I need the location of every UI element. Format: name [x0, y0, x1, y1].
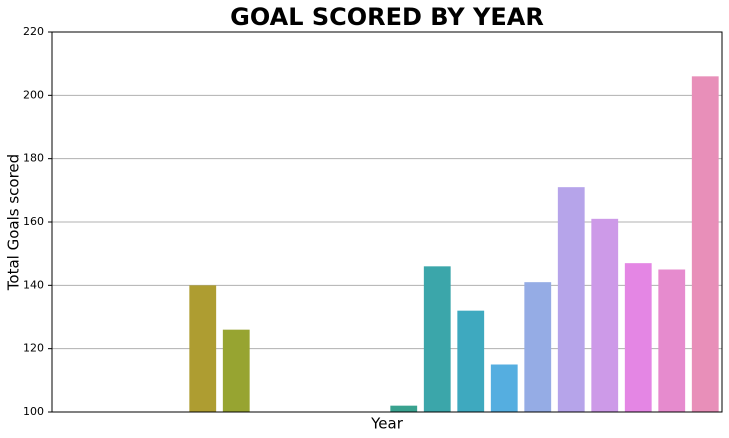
y-tick-label: 140	[23, 278, 44, 291]
y-tick-label: 160	[23, 215, 44, 228]
bar	[524, 282, 552, 412]
y-tick-label: 100	[23, 405, 44, 418]
grid	[52, 31, 722, 413]
y-axis-label: Total Goals scored	[5, 154, 23, 291]
bar	[557, 187, 585, 412]
bar	[490, 364, 518, 412]
y-tick-label: 120	[23, 342, 44, 355]
bar	[591, 218, 619, 412]
bar	[390, 405, 418, 412]
bar	[457, 310, 485, 412]
bar	[691, 76, 719, 412]
y-tick-label: 220	[23, 25, 44, 38]
y-tick-label: 200	[23, 88, 44, 101]
bar	[423, 266, 451, 412]
bar	[658, 269, 686, 412]
bar	[624, 263, 652, 412]
bar	[189, 285, 217, 412]
y-tick-label: 180	[23, 152, 44, 165]
x-axis-label: Year	[370, 415, 404, 433]
chart-title: GOAL SCORED BY YEAR	[230, 3, 544, 31]
bars	[189, 76, 719, 412]
bar	[222, 329, 250, 412]
